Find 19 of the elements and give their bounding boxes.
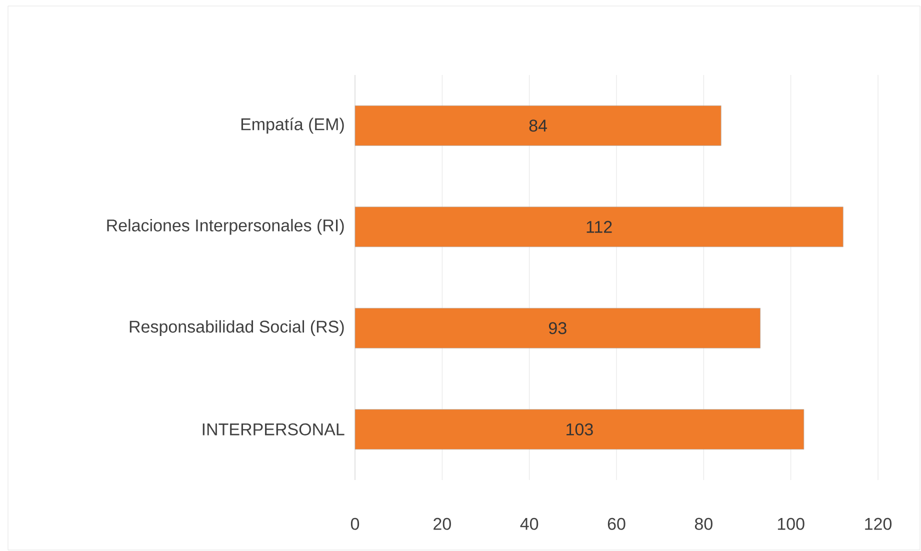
y-tick-label: Empatía (EM) (241, 118, 344, 134)
bar (354, 409, 804, 450)
x-tick-label: 60 (608, 518, 626, 530)
data-label: 93 (549, 322, 566, 334)
x-tick-label: 20 (434, 518, 451, 530)
x-tick-label: 120 (865, 518, 892, 530)
x-tick-label: 0 (350, 518, 360, 530)
x-tick-label: 40 (520, 518, 538, 530)
x-tick-label: 80 (694, 518, 712, 530)
data-label: 84 (529, 120, 548, 132)
y-tick-label: Responsabilidad Social (RS) (130, 320, 344, 336)
bar (354, 206, 844, 248)
data-label: 112 (586, 220, 612, 233)
data-label: 103 (566, 423, 593, 436)
bar (354, 308, 761, 348)
x-tick-label: 100 (778, 518, 804, 530)
bar (354, 105, 722, 146)
y-tick-label: INTERPERSONAL (202, 423, 344, 436)
y-tick-label: Relaciones Interpersonales (RI) (107, 218, 344, 235)
